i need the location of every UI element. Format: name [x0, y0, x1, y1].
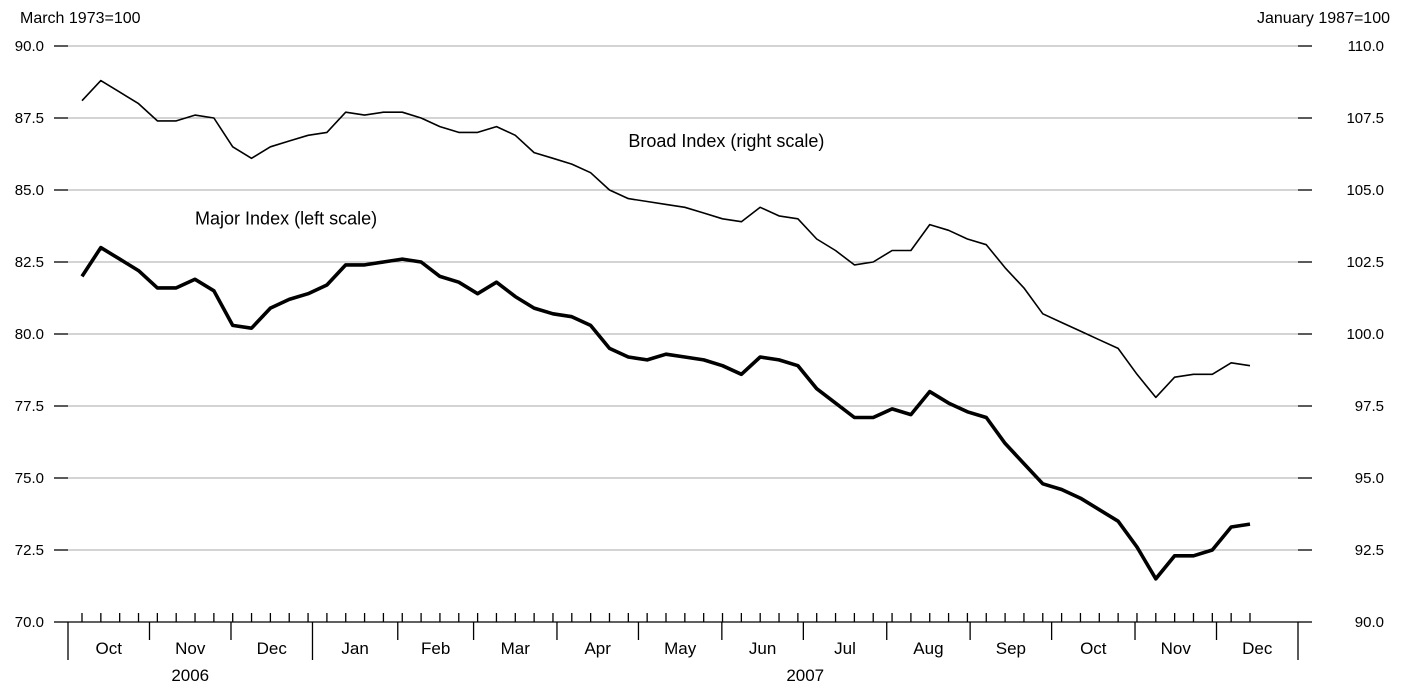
left-tick-label: 87.5: [15, 110, 44, 127]
major-index-line: [80, 245, 1251, 581]
month-label: Dec: [257, 639, 288, 658]
x-axis: Oct Nov Dec Jan Feb Mar Apr May Jun Jul Aug Sep Oct N…: [67, 613, 1299, 685]
right-axis-unit-label: January 1987=100: [1257, 10, 1390, 27]
left-tick-label: 90.0: [15, 38, 44, 55]
right-tick-label: 107.5: [1346, 110, 1384, 127]
left-tick-label: 77.5: [15, 398, 44, 415]
month-label: Sep: [996, 639, 1026, 658]
month-label: Dec: [1242, 639, 1273, 658]
left-tick-label: 82.5: [15, 254, 44, 271]
month-label: Nov: [175, 639, 206, 658]
left-tick-label: 70.0: [15, 614, 44, 631]
right-axis: 90.0 92.5 95.0 97.5 100.0 102.5 105.0 107.5 110.…: [1298, 38, 1384, 631]
left-axis: 70.0 72.5 75.0 77.5 80.0 82.5 85.0 87.5 90.0: [15, 38, 68, 631]
month-label: Oct: [96, 639, 123, 658]
broad-index-line: [81, 79, 1251, 399]
right-tick-label: 102.5: [1346, 254, 1384, 271]
right-tick-label: 90.0: [1355, 614, 1384, 631]
right-tick-label: 110.0: [1348, 38, 1384, 55]
right-tick-label: 100.0: [1346, 326, 1384, 343]
month-label: Feb: [421, 639, 450, 658]
gridlines: [68, 45, 1298, 551]
year-label: 2006: [171, 666, 209, 685]
right-tick-label: 97.5: [1355, 398, 1384, 415]
left-tick-label: 85.0: [15, 182, 44, 199]
left-tick-label: 72.5: [15, 542, 44, 559]
month-label: Nov: [1161, 639, 1192, 658]
left-tick-label: 80.0: [15, 326, 44, 343]
month-label: Aug: [913, 639, 943, 658]
month-label: Mar: [501, 639, 531, 658]
major-index-label: Major Index (left scale): [195, 209, 377, 229]
right-tick-label: 95.0: [1355, 470, 1384, 487]
month-label: Jun: [749, 639, 776, 658]
month-label: Jul: [834, 639, 856, 658]
right-tick-label: 105.0: [1346, 182, 1384, 199]
left-axis-unit-label: March 1973=100: [20, 10, 141, 27]
month-label: Jan: [341, 639, 368, 658]
broad-index-label: Broad Index (right scale): [628, 131, 824, 151]
month-label: Oct: [1080, 639, 1107, 658]
series-group: Broad Index (right scale) Major Index (le…: [80, 79, 1251, 581]
year-label: 2007: [786, 666, 824, 685]
left-tick-label: 75.0: [15, 470, 44, 487]
right-tick-label: 92.5: [1355, 542, 1384, 559]
month-label: Apr: [584, 639, 611, 658]
month-label: May: [664, 639, 697, 658]
